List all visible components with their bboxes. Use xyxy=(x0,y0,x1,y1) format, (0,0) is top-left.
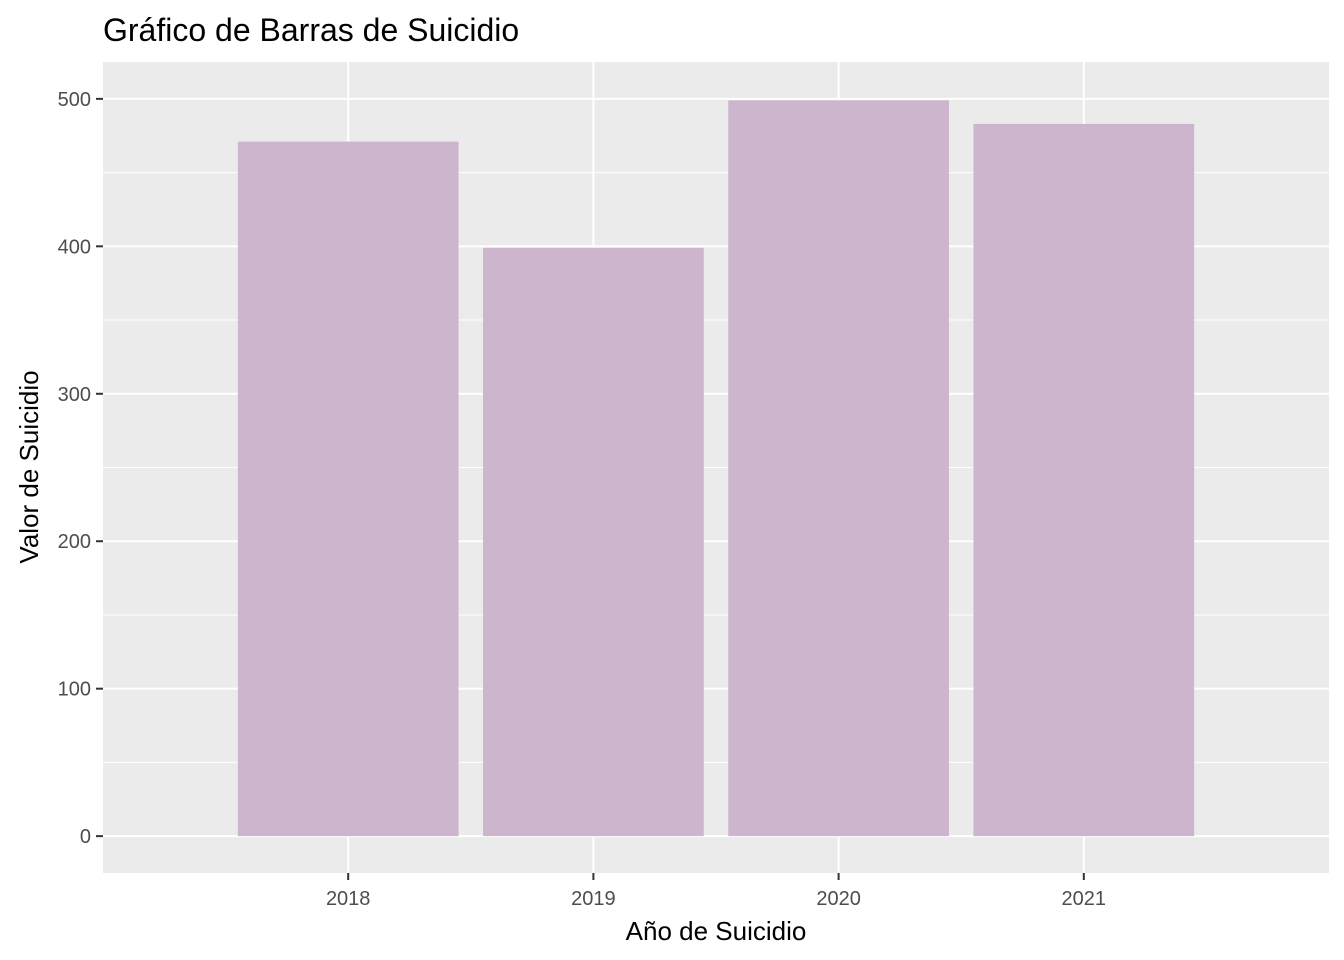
x-tick-label: 2020 xyxy=(816,888,861,910)
bar-2018 xyxy=(237,141,459,837)
y-tick-label: 100 xyxy=(58,679,91,701)
x-axis: 2018 2019 2020 2021 xyxy=(326,873,1106,910)
chart-title: Gráfico de Barras de Suicidio xyxy=(103,12,519,48)
y-tick-label: 500 xyxy=(58,89,91,111)
x-tick-label: 2019 xyxy=(571,888,616,910)
bars xyxy=(237,100,1195,837)
y-axis-title: Valor de Suicidio xyxy=(14,370,44,563)
bar-2020 xyxy=(728,100,949,837)
y-tick-label: 300 xyxy=(58,384,91,406)
x-axis-title: Año de Suicidio xyxy=(626,916,807,946)
bar-2019 xyxy=(483,247,704,837)
y-tick-label: 200 xyxy=(58,531,91,553)
y-axis: 0 100 200 300 400 500 xyxy=(58,89,103,848)
x-tick-label: 2021 xyxy=(1062,888,1107,910)
bar-2021 xyxy=(973,123,1195,837)
y-tick-label: 400 xyxy=(58,236,91,258)
y-tick-label: 0 xyxy=(80,826,91,848)
x-tick-label: 2018 xyxy=(326,888,371,910)
